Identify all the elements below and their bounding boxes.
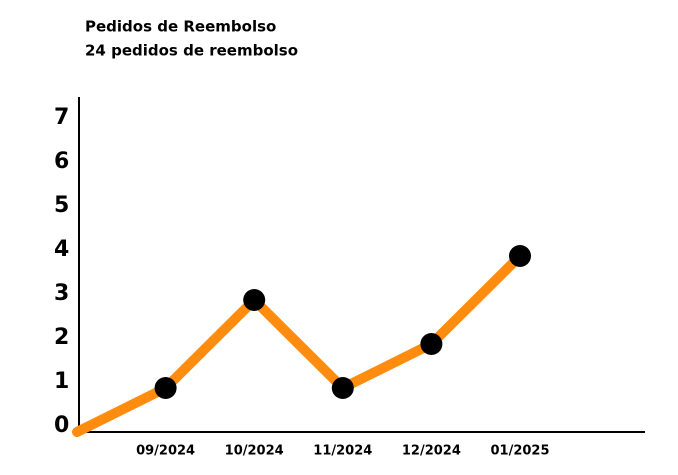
x-tick-label: 10/2024 <box>225 444 284 459</box>
x-tick-label: 01/2025 <box>490 444 549 459</box>
chart-subtitle: 24 pedidos de reembolso <box>85 42 298 60</box>
marker <box>243 289 266 311</box>
y-tick-label: 6 <box>54 149 69 174</box>
y-tick-label: 4 <box>54 237 69 262</box>
marker <box>154 377 177 399</box>
y-tick-label: 7 <box>54 105 69 130</box>
line <box>72 251 525 437</box>
y-tick-label: 5 <box>54 193 69 218</box>
y-tick-label: 2 <box>54 325 69 350</box>
y-tick-label: 1 <box>54 369 69 394</box>
y-tick-label: 0 <box>54 413 69 438</box>
x-tick-label: 11/2024 <box>313 444 372 459</box>
chart-title: Pedidos de Reembolso <box>85 18 276 36</box>
x-tick-label: 09/2024 <box>136 444 195 459</box>
x-tick-label: 12/2024 <box>402 444 461 459</box>
y-tick-label: 3 <box>54 281 69 306</box>
marker <box>331 377 354 399</box>
marker <box>420 333 443 355</box>
marker <box>509 245 531 267</box>
